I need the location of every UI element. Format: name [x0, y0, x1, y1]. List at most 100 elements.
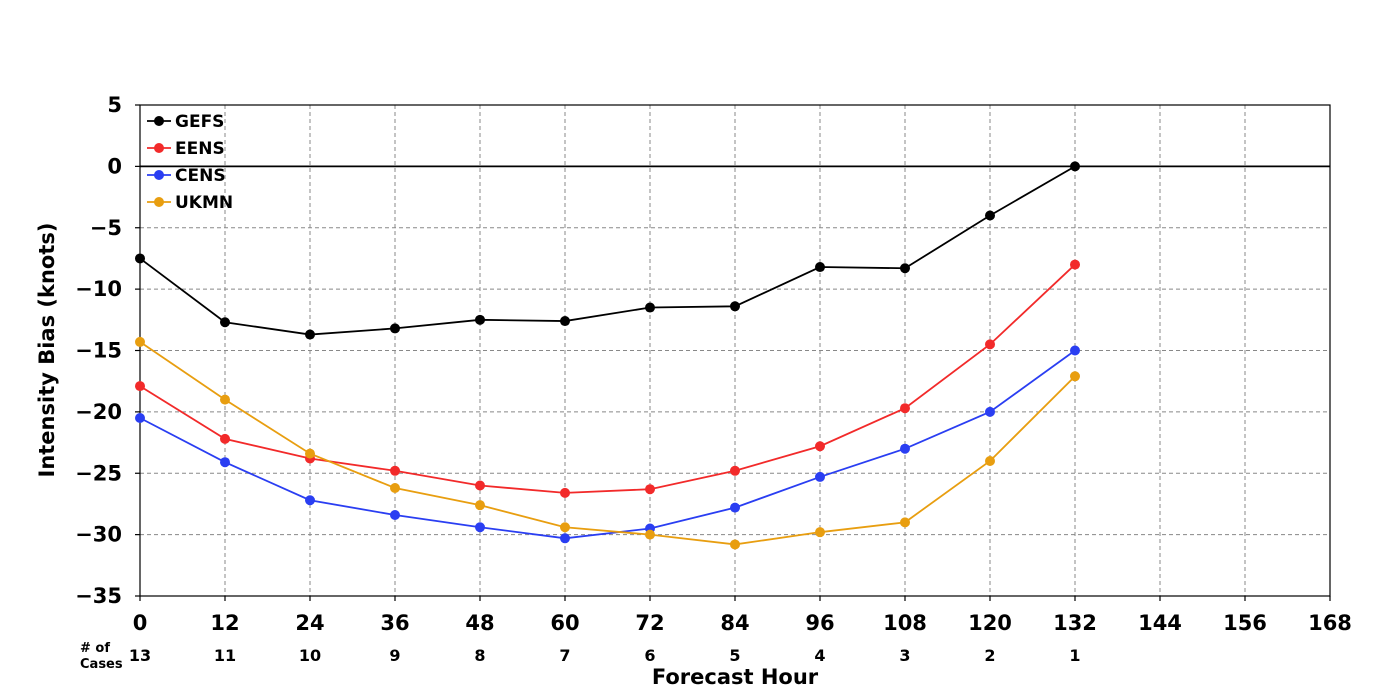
- data-point-gefs: [985, 210, 995, 221]
- legend: GEFS EENS CENS UKMN: [147, 112, 233, 213]
- data-point-cens: [900, 443, 910, 454]
- data-point-cens: [1070, 345, 1080, 356]
- y-tick-label: 5: [107, 93, 122, 117]
- y-tick-label: −25: [75, 461, 122, 485]
- series-line-cens: [139, 349, 1076, 540]
- data-point-ukmn: [220, 394, 230, 405]
- x-tick-label: 168: [1308, 611, 1352, 635]
- case-count: 10: [299, 646, 321, 665]
- case-count: 9: [389, 646, 400, 665]
- x-tick-label: 144: [1138, 611, 1182, 635]
- legend-marker-gefs: [154, 116, 164, 126]
- case-counts: 13 11 10 9 8 7 6 5 4 3 2 1: [129, 646, 1081, 665]
- data-point-eens: [985, 339, 995, 350]
- x-tick-label: 12: [210, 611, 239, 635]
- data-point-gefs: [560, 316, 570, 327]
- data-point-ukmn: [645, 529, 655, 540]
- data-point-ukmn: [815, 527, 825, 538]
- data-point-eens: [135, 381, 145, 392]
- data-point-eens: [1070, 259, 1080, 270]
- data-point-ukmn: [985, 455, 995, 466]
- series-line-gefs: [139, 165, 1076, 336]
- legend-label-ukmn: UKMN: [175, 193, 233, 213]
- x-tick-label: 108: [883, 611, 927, 635]
- grid-lines: [140, 105, 1330, 596]
- case-count: 2: [984, 646, 995, 665]
- x-tick-label: 0: [133, 611, 148, 635]
- case-count: 13: [129, 646, 151, 665]
- x-tick-label: 156: [1223, 611, 1267, 635]
- x-tick-label: 36: [380, 611, 409, 635]
- case-count: 3: [899, 646, 910, 665]
- x-tick-label: 24: [295, 611, 324, 635]
- case-count: 5: [729, 646, 740, 665]
- legend-marker-ukmn: [154, 197, 164, 207]
- data-point-eens: [220, 433, 230, 444]
- data-point-ukmn: [730, 539, 740, 550]
- data-point-ukmn: [900, 517, 910, 528]
- x-tick-label: 60: [550, 611, 579, 635]
- x-axis-label: Forecast Hour: [652, 665, 819, 689]
- data-point-eens: [730, 465, 740, 476]
- y-tick-label: −20: [75, 400, 122, 424]
- data-point-gefs: [815, 262, 825, 273]
- data-point-gefs: [305, 329, 315, 340]
- data-point-ukmn: [560, 522, 570, 533]
- case-count: 4: [814, 646, 825, 665]
- data-point-eens: [815, 441, 825, 452]
- x-tick-label: 72: [635, 611, 664, 635]
- x-tick-labels: 0 12 24 36 48 60 72 84 96 108 120 132 144 156 168: [133, 596, 1352, 635]
- x-tick-label: 120: [968, 611, 1012, 635]
- data-point-ukmn: [475, 500, 485, 511]
- data-point-eens: [390, 465, 400, 476]
- data-point-cens: [305, 495, 315, 506]
- y-tick-label: −10: [75, 277, 122, 301]
- y-axis-label: Intensity Bias (knots): [35, 223, 59, 478]
- y-tick-label: −35: [75, 584, 122, 608]
- data-point-gefs: [730, 301, 740, 312]
- data-point-gefs: [1070, 161, 1080, 172]
- case-count: 8: [474, 646, 485, 665]
- legend-label-eens: EENS: [175, 139, 225, 159]
- series-lines: [135, 161, 1080, 550]
- data-point-cens: [815, 471, 825, 482]
- legend-label-cens: CENS: [175, 166, 226, 186]
- x-tick-label: 96: [805, 611, 834, 635]
- x-tick-label: 48: [465, 611, 494, 635]
- series-line-eens: [139, 263, 1076, 494]
- cases-label-line1: # of: [80, 641, 110, 656]
- case-count: 6: [644, 646, 655, 665]
- y-tick-label: −15: [75, 339, 122, 363]
- data-point-cens: [730, 502, 740, 513]
- data-point-ukmn: [135, 336, 145, 347]
- data-point-cens: [475, 522, 485, 533]
- legend-label-gefs: GEFS: [175, 112, 224, 132]
- legend-marker-eens: [154, 143, 164, 153]
- data-point-cens: [390, 509, 400, 520]
- y-tick-label: −5: [90, 216, 122, 240]
- case-count: 7: [559, 646, 570, 665]
- data-point-ukmn: [1070, 371, 1080, 382]
- data-point-gefs: [220, 317, 230, 328]
- data-point-eens: [475, 480, 485, 491]
- data-point-gefs: [475, 314, 485, 325]
- data-point-eens: [645, 484, 655, 495]
- x-tick-label: 132: [1053, 611, 1097, 635]
- y-tick-label: 0: [107, 154, 122, 178]
- data-point-cens: [135, 413, 145, 424]
- cases-label-line2: Cases: [80, 657, 123, 672]
- y-tick-label: −30: [75, 523, 122, 547]
- data-point-gefs: [135, 253, 145, 264]
- series-line-ukmn: [139, 341, 1076, 546]
- data-point-ukmn: [305, 448, 315, 459]
- data-point-eens: [560, 487, 570, 498]
- data-point-cens: [985, 406, 995, 417]
- data-point-gefs: [900, 263, 910, 274]
- case-count: 1: [1069, 646, 1080, 665]
- y-tick-labels: 5 0 −5 −10 −15 −20 −25 −30 −35: [75, 93, 140, 608]
- legend-marker-cens: [154, 170, 164, 180]
- data-point-ukmn: [390, 482, 400, 493]
- data-point-eens: [900, 403, 910, 414]
- data-point-gefs: [390, 323, 400, 334]
